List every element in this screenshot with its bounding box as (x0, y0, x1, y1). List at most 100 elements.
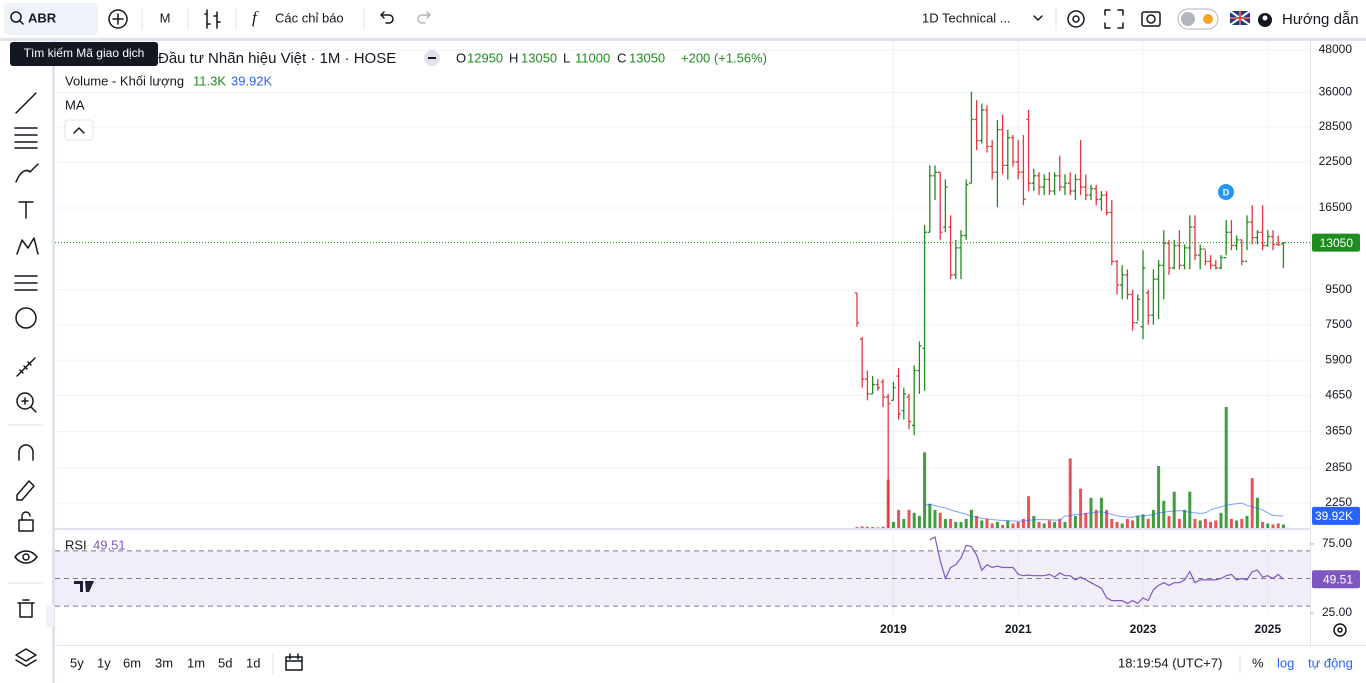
lock-draw-tool[interactable] (16, 480, 35, 501)
ohlc-value: 13050 (629, 50, 665, 65)
lock-icon (21, 511, 31, 521)
bottom-border (55, 645, 1366, 646)
dividend-marker[interactable] (1218, 184, 1234, 200)
ma-legend: MA (65, 97, 85, 112)
volume-bar (886, 479, 890, 528)
volume-bar (860, 526, 864, 528)
delete-tool[interactable] (17, 599, 35, 618)
log-toggle[interactable]: log (1277, 655, 1294, 670)
zoom-tool[interactable] (16, 392, 34, 410)
volume-bar (891, 521, 895, 528)
volume-bar (1042, 523, 1046, 528)
pattern-tool[interactable] (16, 237, 39, 255)
interval[interactable]: M (160, 10, 171, 25)
fullscreen[interactable] (1104, 9, 1124, 29)
range-button[interactable]: 1m (187, 655, 205, 670)
hide-tool[interactable] (14, 550, 38, 564)
symbol-title: Đầu tư Nhãn hiệu Việt · 1M · HOSE (158, 50, 396, 67)
measure-tool[interactable] (16, 357, 36, 377)
range-button[interactable]: 3m (155, 655, 173, 670)
redo[interactable] (417, 11, 431, 24)
volume-bar (1027, 496, 1031, 528)
volume-bar (1073, 515, 1077, 528)
volume-bar (907, 509, 911, 528)
volume-bar (912, 512, 916, 528)
goto-date[interactable] (285, 656, 303, 671)
brush-tool[interactable] (15, 163, 39, 183)
fib-tool[interactable] (14, 127, 38, 149)
volume-bar (1099, 497, 1103, 528)
tooltip-box (10, 42, 158, 66)
undo[interactable] (380, 11, 394, 24)
x-tick-label: 2019 (880, 622, 907, 636)
rsi-line (929, 536, 1284, 605)
help[interactable]: Hướng dẫn (1282, 11, 1359, 28)
volume-bar (928, 503, 932, 528)
volume-bar (980, 520, 984, 528)
range-button[interactable]: 1d (246, 655, 260, 670)
calendar-icon (285, 653, 303, 662)
volume-bar (1120, 523, 1124, 528)
prediction-tool[interactable] (14, 275, 38, 291)
toolbar-border (0, 38, 1366, 41)
ohlc-legend: O 12950 H 13050 L 11000 C 13050 +200 (+1.56%) (456, 50, 767, 65)
lock-tool[interactable] (18, 519, 34, 532)
text-tool[interactable] (18, 201, 34, 219)
toggle-knob (1181, 12, 1195, 26)
axis-label: 13050 (1320, 236, 1354, 250)
collapse-handle[interactable] (46, 605, 54, 627)
y-tick-label: 5900 (1325, 352, 1352, 366)
volume-ma-value: 39.92K (231, 73, 273, 88)
pane-separator (55, 528, 1310, 530)
search[interactable]: ABR (4, 3, 98, 35)
y-tick-label: 2250 (1325, 495, 1352, 509)
drawing-tools (8, 92, 44, 667)
volume-bar (933, 509, 937, 528)
axis-label-box (1312, 570, 1360, 589)
volume-bar (1001, 524, 1005, 528)
y-tick-label: 16500 (1319, 200, 1353, 214)
ohlc-key: L (563, 50, 570, 65)
volume-ma (924, 502, 1284, 522)
y-tick-label: 3650 (1325, 424, 1352, 438)
symbol[interactable]: ABR (28, 10, 57, 25)
range-button[interactable]: 1y (97, 655, 111, 670)
search-box[interactable] (4, 3, 98, 35)
volume-bar (1245, 515, 1249, 528)
volume-bar (1105, 509, 1109, 528)
volume-bar (871, 527, 875, 528)
volume-bar (1235, 520, 1239, 528)
volume-bar (1172, 491, 1176, 528)
volume-bar (1209, 521, 1213, 528)
range-button[interactable]: 5y (70, 655, 84, 670)
magnet-tool[interactable] (18, 444, 34, 461)
indicators[interactable]: Các chỉ báo (275, 10, 344, 25)
settings-icon (1072, 15, 1080, 23)
axis-settings[interactable] (1333, 623, 1347, 637)
range-button[interactable]: 6m (123, 655, 141, 670)
volume-bar (943, 518, 947, 528)
legend-collapse[interactable] (64, 119, 94, 141)
add-icon (112, 13, 124, 25)
bar-style[interactable] (204, 9, 221, 29)
percent-toggle[interactable]: % (1252, 655, 1264, 670)
volume-bar (954, 521, 958, 528)
volume-bar (1053, 521, 1057, 528)
layout-name[interactable]: 1D Technical ... (922, 10, 1011, 25)
search-icon (19, 20, 24, 25)
object-tree[interactable] (15, 648, 37, 667)
trend-line-tool[interactable] (15, 92, 37, 114)
emoji-tool[interactable] (15, 307, 37, 329)
volume-bar (1131, 520, 1135, 528)
change: +200 (+1.56%) (681, 50, 767, 65)
volume-bar (938, 512, 942, 528)
add-symbol[interactable] (108, 9, 128, 29)
settings[interactable] (1067, 10, 1085, 28)
volume-bar (1079, 488, 1083, 528)
chevron (1033, 15, 1043, 21)
clock[interactable]: 18:19:54 (UTC+7) (1118, 655, 1222, 670)
range-button[interactable]: 5d (218, 655, 232, 670)
auto-toggle[interactable]: tự động (1308, 655, 1353, 670)
snapshot[interactable] (1141, 11, 1161, 27)
